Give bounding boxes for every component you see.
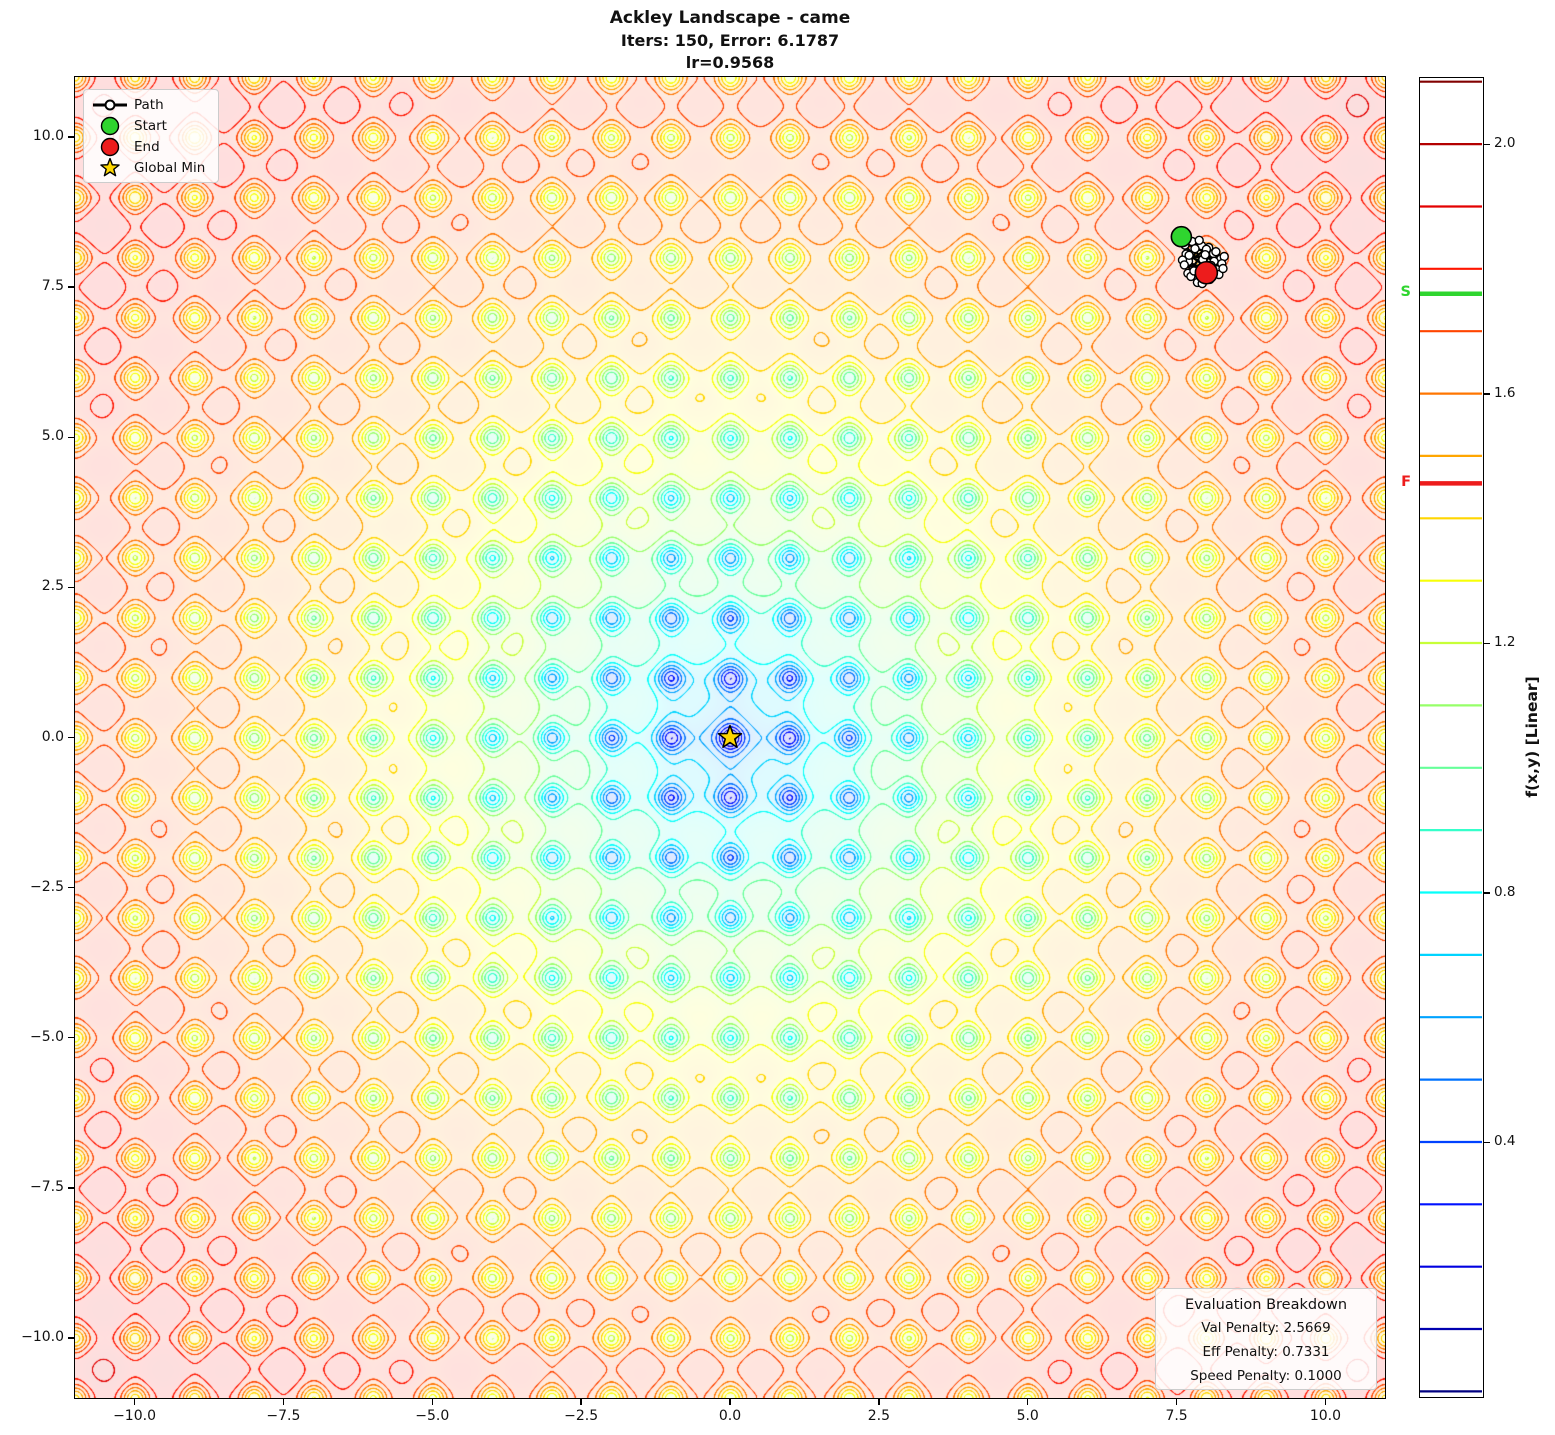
x-tick-label: −10.0 xyxy=(113,1408,156,1424)
global-min-star-icon xyxy=(717,724,743,748)
path-node-marker xyxy=(1200,249,1210,260)
colorbar-tick-label: 0.4 xyxy=(1494,1133,1516,1150)
y-tick-label: −2.5 xyxy=(30,878,64,895)
y-tick-mark xyxy=(68,1187,74,1189)
x-tick-mark xyxy=(878,1399,880,1405)
x-tick-label: 5.0 xyxy=(1016,1408,1039,1424)
y-tick-label: 5.0 xyxy=(41,428,64,445)
y-tick-label: 0.0 xyxy=(41,728,64,745)
chart-subtitle-lr: lr=0.9568 xyxy=(685,53,775,72)
star-icon xyxy=(100,157,120,176)
x-tick-label: 2.5 xyxy=(867,1408,890,1424)
end-marker xyxy=(1194,260,1219,285)
start-marker xyxy=(1170,225,1193,248)
chart-title-block: Ackley Landscape - came Iters: 150, Erro… xyxy=(75,6,1385,74)
colorbar-tick-label: 0.8 xyxy=(1494,883,1516,900)
colorbar-tick-mark xyxy=(1484,393,1490,395)
y-tick-label: 7.5 xyxy=(41,278,64,295)
start-circle-icon xyxy=(100,116,120,135)
y-tick-mark xyxy=(68,1036,74,1039)
legend-label-global-min: Global Min xyxy=(134,159,206,176)
legend-label-end: End xyxy=(134,138,160,155)
end-circle-icon xyxy=(100,137,120,156)
colorbar-start-marker-label: S xyxy=(1400,284,1411,301)
y-tick-mark xyxy=(68,136,74,138)
y-tick-label: −5.0 xyxy=(30,1028,64,1045)
val-penalty-line: Val Penalty: 2.5669 xyxy=(1201,1320,1331,1336)
y-tick-mark xyxy=(68,586,74,589)
y-tick-label: 2.5 xyxy=(41,578,64,595)
colorbar-tick-label: 1.2 xyxy=(1494,634,1516,651)
x-tick-label: 7.5 xyxy=(1165,1408,1188,1424)
x-tick-mark xyxy=(1026,1399,1029,1405)
x-tick-label: 0.0 xyxy=(718,1408,742,1424)
colorbar-tick-mark xyxy=(1484,642,1490,645)
x-tick-mark xyxy=(1175,1399,1178,1405)
legend-label-start: Start xyxy=(134,117,167,134)
y-tick-label: −7.5 xyxy=(30,1178,64,1195)
path-node-marker xyxy=(1190,243,1200,254)
path-line-icon xyxy=(93,99,127,110)
legend-label-path: Path xyxy=(134,96,164,113)
colorbar xyxy=(1419,77,1484,1398)
x-tick-mark xyxy=(431,1399,434,1405)
legend-item-global-min: Global Min xyxy=(90,157,218,178)
path-node-marker xyxy=(1194,235,1204,246)
x-tick-mark xyxy=(133,1399,136,1405)
colorbar-tick-mark xyxy=(1484,1141,1490,1143)
x-tick-mark xyxy=(729,1399,731,1405)
eff-penalty-line: Eff Penalty: 0.7331 xyxy=(1202,1344,1330,1360)
legend-item-start: Start xyxy=(90,115,218,136)
colorbar-tick-mark xyxy=(1484,892,1490,894)
path-node-marker xyxy=(1218,263,1228,274)
colorbar-axis-label: f(x,y) [Linear] xyxy=(1523,676,1541,798)
x-tick-label: −7.5 xyxy=(266,1408,301,1424)
y-tick-mark xyxy=(68,736,74,739)
y-tick-label: −10.0 xyxy=(21,1328,64,1345)
y-tick-mark xyxy=(68,436,74,439)
evaluation-breakdown-box: Evaluation Breakdown Val Penalty: 2.5669… xyxy=(1155,1288,1377,1390)
x-tick-label: 10.0 xyxy=(1309,1408,1342,1424)
colorbar-end-marker-label: F xyxy=(1401,473,1411,490)
y-tick-mark xyxy=(68,286,74,288)
path-node-marker xyxy=(1184,250,1194,261)
y-tick-mark xyxy=(68,1337,74,1339)
x-tick-label: −5.0 xyxy=(415,1408,450,1424)
x-tick-mark xyxy=(282,1399,285,1405)
colorbar-lines xyxy=(1420,80,1483,1393)
x-tick-mark xyxy=(580,1399,582,1405)
x-tick-mark xyxy=(1324,1399,1327,1405)
legend-item-path: Path xyxy=(90,94,218,115)
colorbar-tick-mark xyxy=(1484,143,1490,146)
legend: Path Start End Global Min xyxy=(83,89,219,183)
path-node-marker xyxy=(1179,260,1190,270)
y-tick-mark xyxy=(68,886,74,889)
speed-penalty-line: Speed Penalty: 0.1000 xyxy=(1190,1368,1342,1384)
colorbar-tick-label: 1.6 xyxy=(1494,384,1516,401)
path-node-marker xyxy=(1211,246,1221,257)
plot-overlay xyxy=(717,225,1229,748)
y-tick-label: 10.0 xyxy=(32,128,64,145)
chart-subtitle-iters-error: Iters: 150, Error: 6.1787 xyxy=(620,31,840,50)
legend-item-end: End xyxy=(90,136,218,157)
x-tick-label: −2.5 xyxy=(564,1408,599,1424)
chart-title: Ackley Landscape - came xyxy=(609,8,851,28)
evaluation-breakdown-title: Evaluation Breakdown xyxy=(1184,1297,1348,1313)
colorbar-tick-label: 2.0 xyxy=(1494,135,1516,152)
